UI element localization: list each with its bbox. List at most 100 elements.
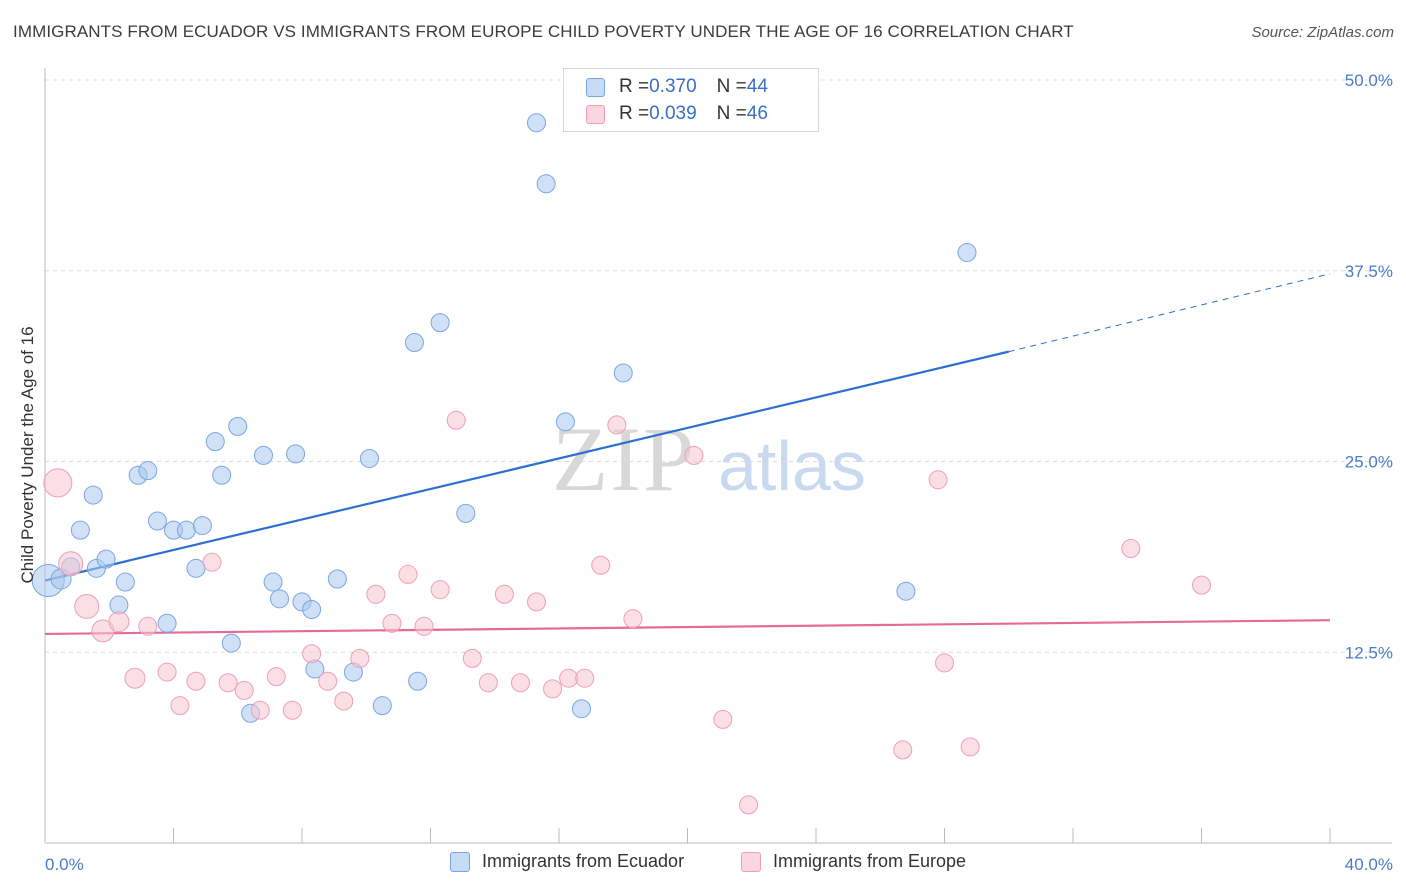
point-europe (543, 679, 563, 699)
point-ecuador (302, 600, 322, 620)
legend-swatch-europe (586, 104, 605, 124)
point-europe (928, 470, 948, 490)
point-ecuador (147, 511, 167, 531)
point-europe (510, 673, 530, 693)
point-europe (350, 648, 370, 668)
chart-title: IMMIGRANTS FROM ECUADOR VS IMMIGRANTS FR… (13, 22, 1074, 41)
point-europe (591, 555, 611, 575)
point-europe (935, 653, 954, 673)
point-ecuador (359, 448, 379, 468)
point-europe (382, 613, 402, 633)
point-ecuador (957, 242, 977, 262)
legend-n-label: N = (716, 103, 747, 124)
point-ecuador (536, 174, 556, 194)
point-europe (234, 680, 254, 700)
point-europe (318, 671, 338, 691)
point-ecuador (327, 569, 347, 589)
point-ecuador (96, 549, 116, 569)
point-europe (575, 668, 595, 688)
point-europe (414, 616, 434, 636)
series-legend: Immigrants from Ecuador Immigrants from … (0, 851, 1406, 877)
point-europe (478, 673, 498, 693)
watermark-atlas: atlas (718, 427, 866, 505)
legend-item-europe: Immigrants from Europe (741, 851, 966, 872)
chart-source: Source: ZipAtlas.com (1251, 24, 1394, 41)
trendline-europe (44, 619, 1331, 636)
legend-swatch-ecuador (450, 851, 470, 872)
legend-row-ecuador: R = 0.370 N = 44 (586, 74, 768, 100)
point-ecuador (253, 445, 273, 465)
legend-swatch-ecuador (586, 77, 605, 97)
point-europe (446, 410, 466, 430)
point-ecuador (408, 671, 428, 691)
legend-r-label: R = (619, 76, 650, 97)
stats-legend: R = 0.370 N = 44 R = 0.039 N = 46 (563, 68, 819, 132)
y-tick-label: 25.0% (1345, 453, 1393, 472)
point-ecuador (613, 363, 633, 383)
point-europe (74, 593, 100, 619)
point-ecuador (221, 633, 241, 653)
series-europe (43, 410, 1211, 815)
point-europe (218, 673, 238, 693)
point-europe (1121, 538, 1141, 558)
point-ecuador (186, 558, 206, 578)
x-tick-label: 0.0% (45, 855, 84, 874)
point-europe (527, 592, 547, 612)
point-ecuador (571, 699, 591, 719)
legend-item-ecuador: Immigrants from Ecuador (450, 851, 684, 872)
point-europe (202, 552, 222, 572)
point-ecuador (286, 444, 306, 464)
legend-r-value: 0.370 (649, 76, 697, 97)
point-europe (559, 668, 579, 688)
series-ecuador (31, 113, 977, 723)
legend-label-europe: Immigrants from Europe (773, 851, 967, 871)
trendline-ecuador-extension (1008, 273, 1331, 353)
y-axis-label: Child Poverty Under the Age of 16 (18, 326, 37, 583)
point-europe (398, 564, 418, 584)
point-ecuador (176, 520, 196, 540)
point-europe (302, 644, 322, 664)
watermark: ZIP atlas (552, 408, 866, 510)
point-europe (623, 609, 643, 629)
point-europe (960, 737, 980, 757)
point-europe (713, 709, 733, 729)
point-europe (430, 580, 450, 600)
point-europe (462, 648, 482, 668)
point-europe (58, 551, 84, 577)
legend-n-value: 46 (746, 103, 768, 124)
point-ecuador (115, 572, 135, 592)
point-ecuador (430, 313, 450, 333)
point-europe (43, 468, 73, 498)
point-ecuador (527, 113, 547, 133)
axes (44, 68, 1392, 844)
legend-r-label: R = (619, 103, 650, 124)
point-europe (170, 696, 190, 716)
point-ecuador (212, 465, 232, 485)
point-europe (1192, 575, 1211, 595)
point-ecuador (372, 696, 392, 716)
point-ecuador (404, 332, 424, 352)
point-europe (282, 700, 302, 720)
legend-n-value: 44 (746, 76, 768, 97)
point-europe (108, 611, 130, 633)
point-ecuador (270, 589, 290, 609)
point-europe (334, 691, 354, 711)
axis-labels: 12.5% 25.0% 37.5% 50.0% 0.0% 40.0% Child Pover… (18, 71, 1393, 874)
point-europe (138, 616, 158, 636)
y-tick-label: 50.0% (1345, 71, 1393, 90)
point-ecuador (138, 461, 158, 481)
legend-swatch-europe (741, 851, 761, 872)
point-ecuador (263, 572, 283, 592)
point-ecuador (83, 485, 103, 505)
point-ecuador (456, 503, 476, 523)
legend-n-label: N = (716, 76, 747, 97)
point-europe (157, 662, 177, 682)
point-europe (607, 415, 627, 435)
point-europe (494, 584, 514, 604)
trendline-ecuador (44, 350, 1010, 582)
point-ecuador (157, 613, 177, 633)
point-europe (124, 667, 146, 689)
legend-label-ecuador: Immigrants from Ecuador (482, 851, 685, 871)
point-europe (186, 671, 206, 691)
legend-row-europe: R = 0.039 N = 46 (586, 101, 768, 127)
